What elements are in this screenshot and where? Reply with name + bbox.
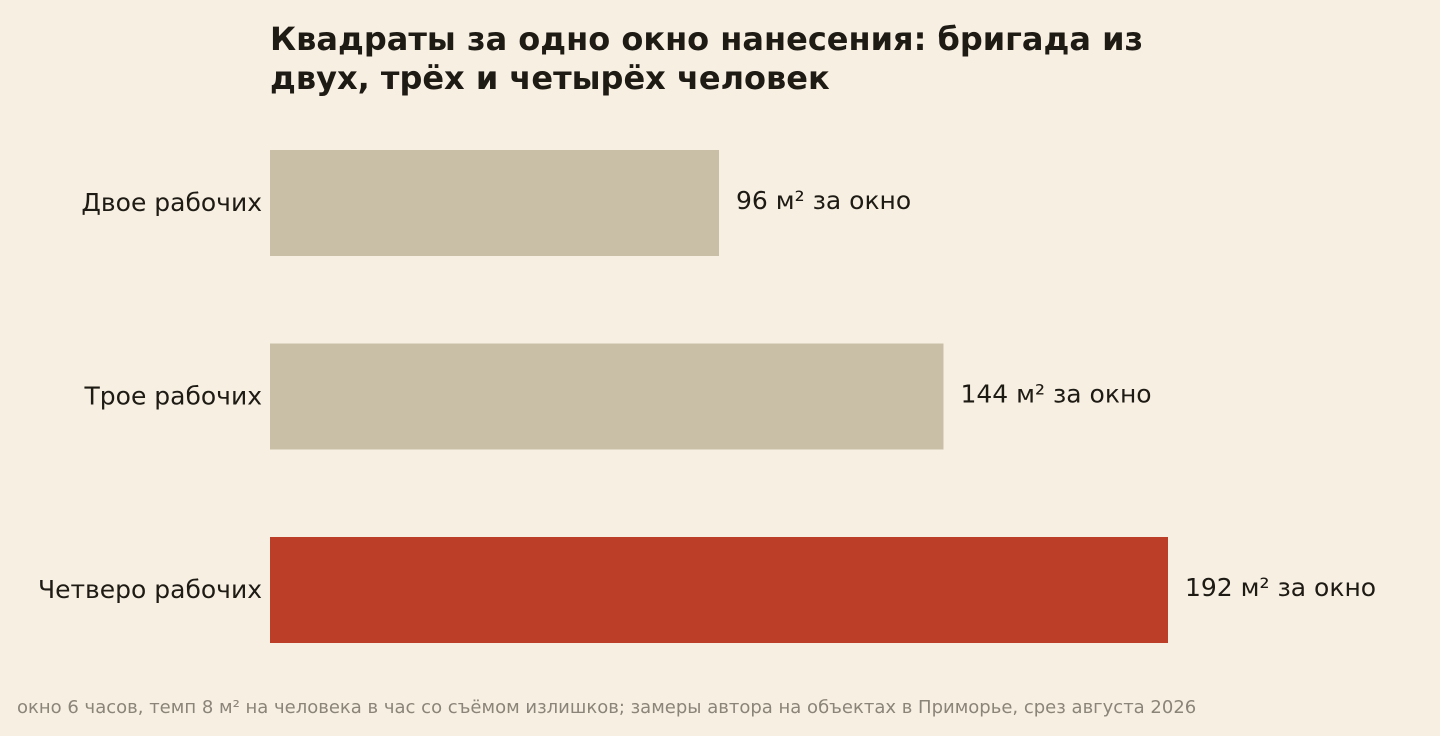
category-label-four-workers: Четверо рабочих bbox=[38, 575, 262, 604]
category-label-three-workers: Трое рабочих bbox=[84, 382, 262, 411]
value-label-two-workers: 96 м² за окно bbox=[736, 186, 911, 215]
bar-four-workers bbox=[270, 537, 1168, 643]
chart-footnote: окно 6 часов, темп 8 м² на человека в ча… bbox=[17, 697, 1197, 718]
bar-three-workers bbox=[270, 343, 944, 450]
category-label-two-workers: Двое рабочих bbox=[81, 188, 262, 217]
value-label-three-workers: 144 м² за окно bbox=[961, 380, 1152, 409]
value-label-four-workers: 192 м² за окно bbox=[1185, 573, 1376, 602]
chart-title: Квадраты за одно окно нанесения: бригада… bbox=[270, 20, 1144, 97]
bar-two-workers bbox=[270, 150, 719, 256]
